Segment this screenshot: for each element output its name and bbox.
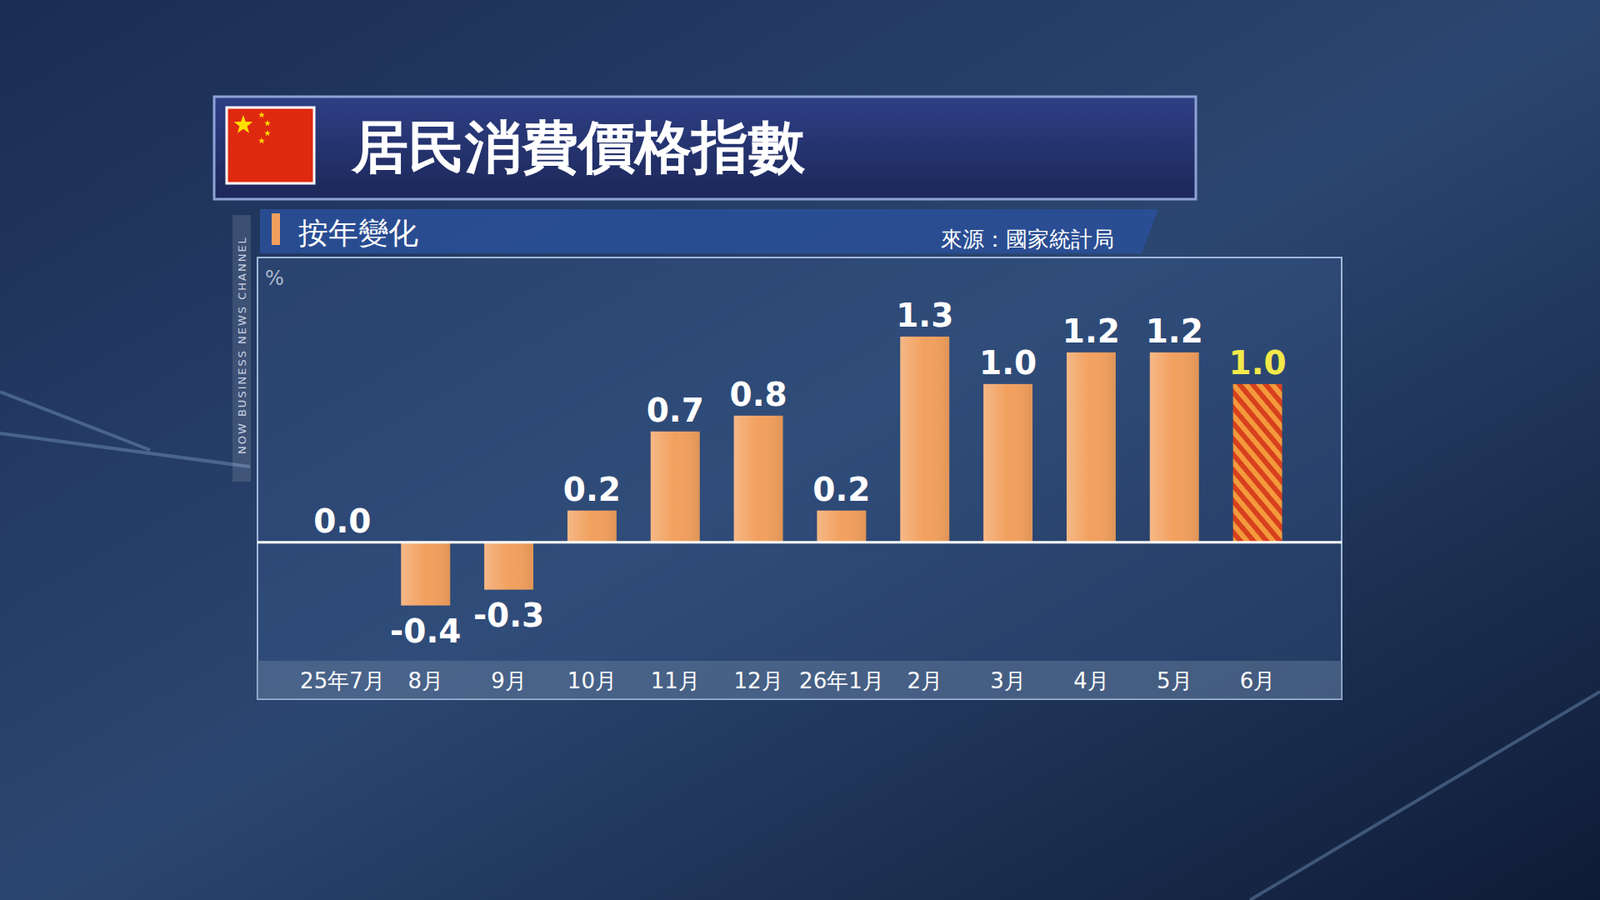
bar: [816, 510, 866, 543]
bar: [900, 336, 950, 543]
background: [0, 0, 1600, 900]
bar-shine: [567, 510, 617, 543]
unit-label: %: [265, 266, 285, 290]
data-label: 1.3: [895, 296, 954, 335]
category-label: 3月: [990, 668, 1026, 694]
title-banner: [214, 96, 1196, 200]
watermark-bar: [232, 215, 251, 482]
bar-shine: [900, 336, 950, 543]
bar-shine: [650, 431, 700, 543]
bars: [400, 336, 1282, 606]
data-label: 0.2: [812, 470, 870, 509]
data-label: 0.7: [646, 391, 705, 430]
bar-shine: [734, 415, 784, 543]
bar: [1066, 352, 1116, 543]
bar: [484, 542, 534, 590]
bar: [983, 384, 1033, 543]
bar: [1150, 352, 1200, 543]
chart: 居民消費價格指數按年變化 來源：國家統計局 NOW BUSINESS NEWS CH…: [0, 0, 1600, 900]
source: 來源：國家統計局: [940, 226, 1115, 252]
flag-star: [264, 130, 271, 136]
subtitle-bar: [260, 209, 1159, 254]
data-label: 1.0: [979, 344, 1037, 382]
data-label: 0.8: [730, 375, 788, 414]
bar: [400, 542, 450, 606]
bar: [734, 415, 784, 543]
category-label: 10月: [567, 668, 617, 694]
flag-star: [258, 137, 265, 144]
category-label: 4月: [1073, 668, 1110, 694]
flag-star: [234, 115, 254, 134]
category-band: [257, 660, 1342, 700]
bar: [567, 510, 617, 543]
data-label: 0.0: [313, 502, 371, 540]
data-label: 0.2: [563, 470, 621, 509]
category-label: 26年1月: [799, 668, 885, 694]
flag: [226, 107, 315, 184]
flag-star: [264, 120, 271, 126]
subtitle-marker: [271, 213, 280, 245]
category-label: 12月: [734, 668, 784, 694]
bar-shine: [1150, 352, 1200, 543]
zero-line: [257, 540, 1342, 544]
category-label: 2月: [906, 668, 943, 694]
bar-shine: [983, 384, 1033, 543]
category-label: 25年7月: [300, 668, 385, 694]
bar-shine: [1066, 352, 1116, 543]
watermark: NOW BUSINESS NEWS CHANNEL: [235, 235, 249, 455]
data-label: -0.4: [390, 612, 461, 650]
category-label: 8月: [407, 668, 444, 694]
bar: [1233, 384, 1283, 543]
plot-frame: [257, 257, 1342, 700]
data-label: 1.0: [1229, 344, 1287, 382]
category-label: 9月: [490, 668, 527, 694]
bar-shine: [484, 542, 534, 590]
category-label: 6月: [1240, 668, 1276, 694]
data-label: -0.3: [473, 596, 545, 635]
bar-shine: [816, 510, 866, 543]
bar: [650, 431, 700, 543]
subtitle: 按年變化: [298, 215, 419, 250]
category-label: 11月: [650, 668, 700, 694]
bar-shine: [400, 542, 450, 606]
title: 居民消費價格指數: [350, 114, 806, 180]
data-label: 1.2: [1062, 312, 1120, 350]
flag-star: [258, 111, 265, 118]
data-label: 1.2: [1145, 312, 1204, 350]
category-label: 5月: [1156, 668, 1193, 694]
